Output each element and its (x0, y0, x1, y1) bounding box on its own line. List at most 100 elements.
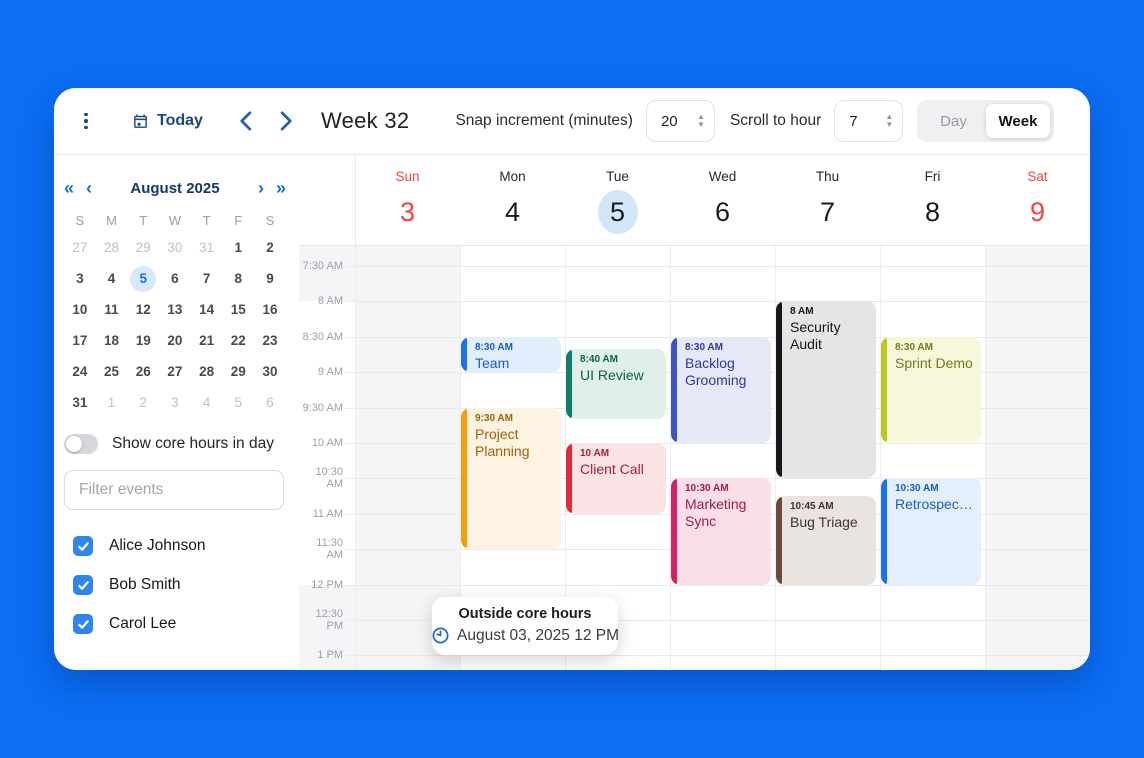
mini-calendar-day[interactable]: 3 (76, 271, 84, 286)
scroll-to-hour-value[interactable]: 7 (849, 112, 858, 130)
mini-calendar-day[interactable]: 1 (234, 240, 243, 255)
mini-calendar-day[interactable]: 29 (230, 364, 246, 379)
mini-calendar-day[interactable]: 6 (171, 271, 179, 286)
mini-calendar-day[interactable]: 28 (104, 240, 120, 255)
scroll-to-hour-spinner[interactable]: 7 ▲ ▼ (834, 100, 904, 142)
snap-increment-value[interactable]: 20 (660, 112, 678, 130)
mini-calendar-day[interactable]: 2 (266, 240, 274, 255)
mini-calendar-day[interactable]: 26 (135, 364, 151, 379)
mini-calendar-day[interactable]: 27 (72, 240, 88, 255)
mini-calendar-day[interactable]: 22 (230, 333, 246, 348)
day-number[interactable]: 6 (714, 196, 731, 227)
mini-calendar-day[interactable]: 2 (139, 395, 147, 410)
event-block[interactable]: 8:30 AM Backlog Grooming (671, 336, 771, 443)
mini-calendar-day[interactable]: 27 (167, 364, 183, 379)
event-content: 8:30 AM Sprint Demo (881, 337, 981, 375)
grid-hour-line (345, 443, 1090, 444)
prev-week-button[interactable] (239, 111, 252, 131)
person-checkbox[interactable] (73, 614, 93, 634)
event-block[interactable]: 8:30 AM Team (461, 336, 561, 373)
mini-calendar-day[interactable]: 11 (104, 302, 119, 317)
mini-calendar-day[interactable]: 16 (262, 302, 278, 317)
event-title: Project Planning (475, 425, 530, 459)
event-block[interactable]: 9:30 AM Project Planning (461, 407, 561, 550)
day-number[interactable]: 9 (1029, 196, 1046, 227)
core-hours-toggle[interactable] (64, 434, 98, 454)
mini-calendar-day[interactable]: 4 (107, 271, 116, 286)
spinner-down-icon[interactable]: ▼ (885, 120, 894, 129)
week-title: Week 32 (320, 108, 410, 133)
day-number[interactable]: 3 (399, 196, 416, 227)
person-checkbox[interactable] (73, 536, 93, 556)
mini-calendar-day[interactable]: 24 (72, 364, 88, 379)
mini-calendar-day[interactable]: 28 (199, 364, 215, 379)
view-week-button[interactable]: Week (985, 104, 1051, 138)
day-name: Sun (395, 169, 420, 184)
next-week-button[interactable] (280, 111, 293, 131)
filter-events-input[interactable] (64, 470, 284, 510)
person-checkbox[interactable] (73, 575, 93, 595)
event-block[interactable]: 10 AM Client Call (566, 443, 666, 514)
time-label: 9:30 AM (302, 401, 343, 414)
mini-calendar-day[interactable]: 23 (262, 333, 278, 348)
mini-calendar-day[interactable]: 30 (262, 364, 278, 379)
mini-calendar-day[interactable]: 10 (72, 302, 88, 317)
time-label: 9 AM (317, 366, 343, 379)
day-number[interactable]: 7 (819, 196, 836, 227)
event-block[interactable]: 8:40 AM UI Review (566, 348, 666, 420)
event-block[interactable]: 10:30 AM Marketing Sync (671, 478, 771, 585)
mini-calendar-day[interactable]: 17 (72, 333, 88, 348)
view-day-button[interactable]: Day (940, 112, 967, 130)
today-button[interactable]: Today (132, 112, 203, 130)
event-time: 8 AM (790, 306, 814, 318)
spinner-up-icon[interactable]: ▲ (885, 111, 894, 121)
event-content: 8:30 AM Backlog Grooming (671, 337, 771, 392)
event-block[interactable]: 8:30 AM Sprint Demo (881, 336, 981, 443)
mini-calendar-day[interactable]: 19 (135, 333, 151, 348)
mini-calendar-day[interactable]: 5 (127, 263, 159, 294)
mini-calendar-day[interactable]: 4 (202, 395, 211, 410)
snap-increment-spinner[interactable]: 20 ▲ ▼ (645, 100, 715, 142)
mini-calendar-day[interactable]: 8 (234, 271, 243, 286)
prev-month-icon[interactable]: ‹ (86, 178, 93, 198)
person-name: Carol Lee (109, 615, 177, 632)
mini-calendar-day[interactable]: 13 (167, 302, 183, 317)
mini-calendar-day[interactable]: 30 (167, 240, 183, 255)
mini-calendar-day[interactable]: 25 (104, 364, 120, 379)
mini-calendar-day[interactable]: 6 (266, 395, 274, 410)
event-time: 8:40 AM (580, 353, 618, 365)
mini-calendar-day[interactable]: 14 (199, 302, 215, 317)
mini-calendar-day[interactable]: 31 (72, 395, 88, 410)
next-year-icon[interactable]: » (275, 178, 286, 198)
event-time: 10:30 AM (895, 483, 939, 495)
day-number[interactable]: 4 (504, 196, 521, 227)
gutter-grid-divider (355, 155, 356, 670)
prev-year-icon[interactable]: « (64, 178, 75, 198)
event-title: Marketing Sync (685, 496, 747, 530)
spinner-up-icon[interactable]: ▲ (697, 111, 705, 121)
event-block[interactable]: 10:30 AM Retrospective (881, 478, 981, 585)
today-label: Today (157, 112, 203, 129)
kebab-menu-icon[interactable] (80, 112, 92, 130)
event-block[interactable]: 10:45 AM Bug Triage (776, 496, 876, 585)
mini-calendar-day[interactable]: 20 (167, 333, 183, 348)
mini-calendar-day[interactable]: 31 (199, 240, 215, 255)
mini-calendar-day[interactable]: 12 (135, 302, 151, 317)
core-hours-toggle-row: Show core hours in day (64, 434, 274, 454)
day-number[interactable]: 8 (924, 196, 941, 227)
next-month-icon[interactable]: › (257, 178, 264, 198)
mini-calendar-grid: 27 28 29 30 31 1 2 3 4 5 6 7 8 9 10 11 12 13 14 15 16 17 18 19 2… (64, 232, 286, 418)
mini-calendar-day[interactable]: 21 (199, 333, 215, 348)
mini-calendar-day[interactable]: 15 (230, 302, 246, 317)
day-header-wed: Wed 6 (670, 155, 775, 245)
mini-calendar-day[interactable]: 7 (202, 271, 211, 286)
mini-calendar-day[interactable]: 5 (234, 395, 243, 410)
mini-calendar-day[interactable]: 3 (171, 395, 179, 410)
spinner-down-icon[interactable]: ▼ (697, 120, 705, 129)
event-block[interactable]: 8 AM Security Audit (776, 301, 876, 479)
mini-calendar-day[interactable]: 1 (107, 395, 116, 410)
mini-calendar-day[interactable]: 18 (104, 333, 120, 348)
mini-calendar-day[interactable]: 9 (266, 271, 274, 286)
day-number[interactable]: 5 (597, 190, 638, 234)
mini-calendar-day[interactable]: 29 (135, 240, 151, 255)
